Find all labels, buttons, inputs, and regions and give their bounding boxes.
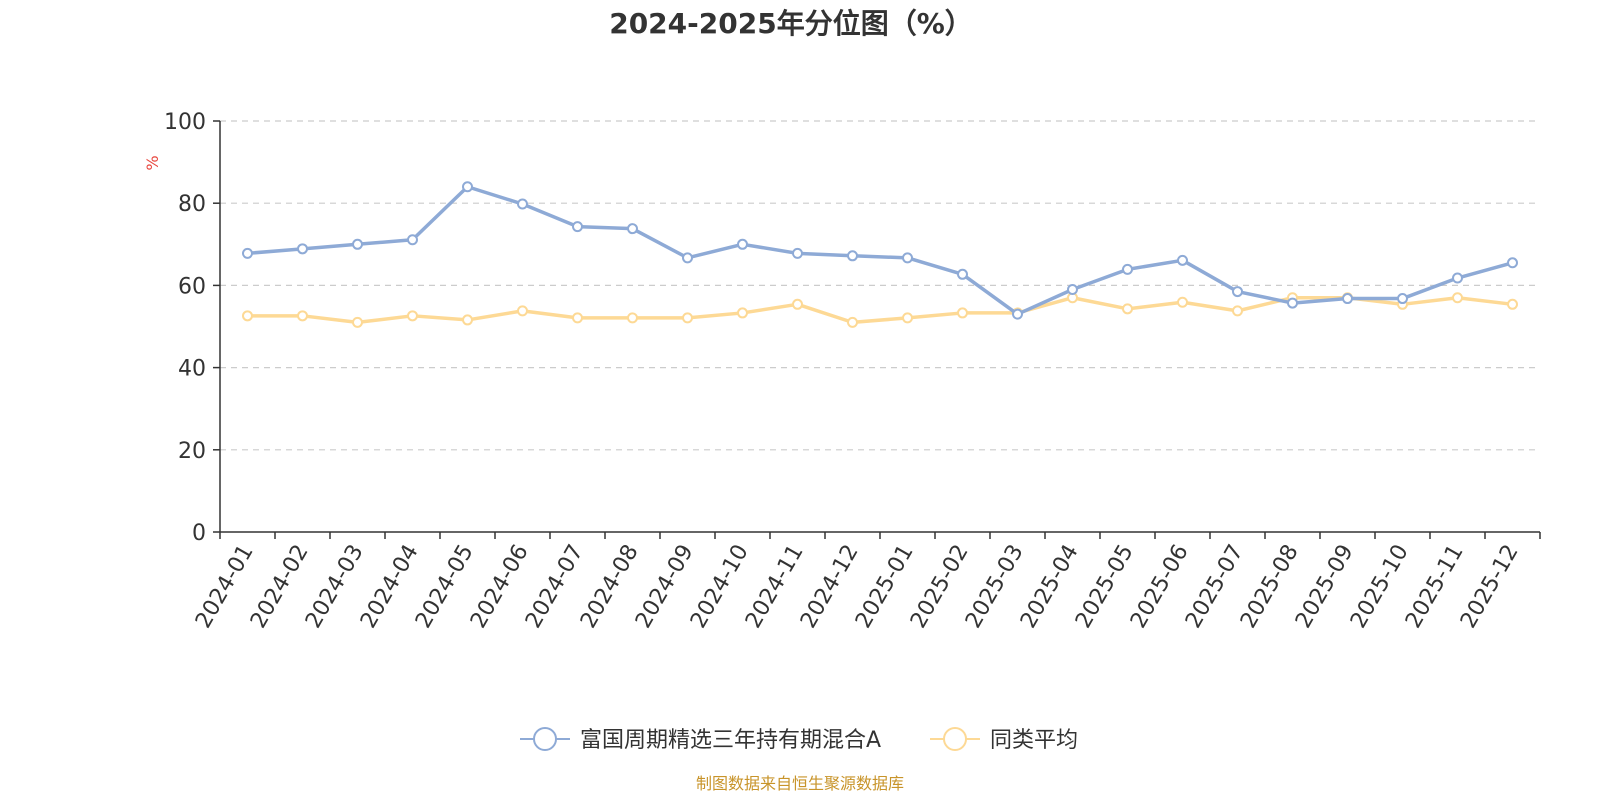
data-point[interactable]: [462, 314, 473, 326]
data-point[interactable]: [462, 181, 473, 193]
data-point[interactable]: [1287, 297, 1298, 309]
data-point[interactable]: [1342, 293, 1353, 305]
series-line: [245, 295, 1515, 325]
data-point[interactable]: [1232, 305, 1243, 317]
data-point[interactable]: [242, 247, 253, 259]
axes: [219, 121, 1540, 533]
data-point[interactable]: [1122, 263, 1133, 275]
data-point[interactable]: [352, 238, 363, 250]
data-point[interactable]: [792, 247, 803, 259]
grid-lines: [220, 120, 1540, 451]
data-point[interactable]: [847, 316, 858, 328]
y-tick-label: 80: [178, 192, 206, 217]
legend-label: 富国周期精选三年持有期混合A: [580, 728, 881, 753]
data-point[interactable]: [627, 312, 638, 324]
data-point[interactable]: [1177, 254, 1188, 266]
data-point[interactable]: [352, 316, 363, 328]
series-0: [242, 181, 1518, 320]
data-point[interactable]: [517, 305, 528, 317]
data-point[interactable]: [297, 310, 308, 322]
series-line: [245, 185, 1515, 316]
data-point[interactable]: [1507, 257, 1518, 269]
legend[interactable]: 富国周期精选三年持有期混合A 同类平均: [520, 727, 1078, 753]
legend-label: 同类平均: [990, 728, 1078, 753]
series-lines: [242, 181, 1518, 328]
data-point[interactable]: [1452, 292, 1463, 304]
x-axis-ticks: 2024-012024-022024-032024-042024-052024-…: [191, 532, 1541, 633]
data-point[interactable]: [737, 238, 748, 250]
data-point[interactable]: [1232, 286, 1243, 298]
data-point[interactable]: [407, 234, 418, 246]
chart-title: 2024-2025年分位图（%）: [609, 7, 973, 40]
data-point[interactable]: [1397, 293, 1408, 305]
y-axis-ticks: 0 20 40 60 80 100: [164, 110, 220, 546]
data-source-note: 制图数据来自恒生聚源数据库: [696, 774, 904, 793]
legend-item[interactable]: 富国周期精选三年持有期混合A: [520, 727, 881, 753]
data-point[interactable]: [902, 312, 913, 324]
series-1: [242, 292, 1518, 328]
data-point[interactable]: [517, 198, 528, 210]
data-point[interactable]: [1067, 284, 1078, 296]
data-point[interactable]: [682, 312, 693, 324]
data-point[interactable]: [1122, 303, 1133, 315]
data-point[interactable]: [957, 268, 968, 280]
data-point[interactable]: [572, 312, 583, 324]
data-point[interactable]: [1177, 296, 1188, 308]
data-point[interactable]: [297, 243, 308, 255]
legend-item[interactable]: 同类平均: [930, 727, 1078, 753]
data-point[interactable]: [1012, 308, 1023, 320]
data-point[interactable]: [847, 250, 858, 262]
data-point[interactable]: [737, 307, 748, 319]
data-point[interactable]: [1507, 298, 1518, 310]
data-point[interactable]: [242, 310, 253, 322]
y-tick-label: 100: [164, 110, 206, 135]
legend-circle-icon: [943, 727, 967, 751]
y-axis-unit-label: %: [143, 155, 162, 170]
data-point[interactable]: [407, 310, 418, 322]
data-point[interactable]: [682, 252, 693, 264]
data-point[interactable]: [572, 221, 583, 233]
data-point[interactable]: [1452, 272, 1463, 284]
data-point[interactable]: [792, 298, 803, 310]
y-tick-label: 0: [192, 521, 206, 546]
y-tick-label: 20: [178, 439, 206, 464]
legend-circle-icon: [533, 727, 557, 751]
y-tick-label: 40: [178, 357, 206, 382]
y-tick-label: 60: [178, 274, 206, 299]
data-point[interactable]: [957, 307, 968, 319]
data-point[interactable]: [902, 252, 913, 264]
data-point[interactable]: [627, 223, 638, 235]
